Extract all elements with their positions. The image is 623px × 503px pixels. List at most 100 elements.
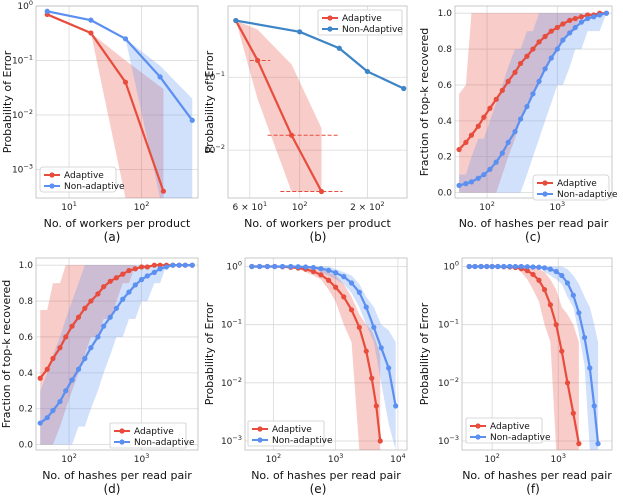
data-point-non-adaptive — [144, 273, 150, 279]
data-point-non-adaptive — [189, 117, 195, 123]
data-point-adaptive — [548, 28, 554, 34]
data-point-adaptive — [559, 348, 565, 354]
data-point-adaptive — [341, 294, 347, 300]
data-point-non-adaptive — [463, 181, 469, 187]
x-tick-label: 103 — [550, 452, 566, 465]
x-tick-label: 104 — [390, 452, 406, 465]
band-adaptive — [459, 13, 607, 193]
data-point-adaptive — [325, 277, 332, 283]
data-point-non-adaptive — [113, 305, 120, 311]
data-point-adaptive — [132, 266, 138, 272]
data-point-adaptive — [456, 146, 462, 153]
data-point-adaptive — [157, 262, 163, 268]
x-tick-label: 102 — [61, 452, 77, 465]
data-point-adaptive — [542, 33, 548, 40]
data-point-non-adaptive — [44, 8, 50, 14]
data-point-non-adaptive — [348, 280, 355, 286]
plot-frame — [244, 257, 408, 451]
y-tick-label: 0.4 — [19, 369, 34, 379]
y-tick-label: 0.0 — [19, 441, 34, 451]
data-point-adaptive — [144, 264, 150, 270]
data-point-non-adaptive — [468, 179, 475, 185]
legend-swatch-marker — [49, 172, 55, 178]
data-point-non-adaptive — [126, 289, 132, 295]
data-point-adaptive — [160, 188, 167, 194]
data-point-adaptive — [530, 46, 536, 52]
data-point-non-adaptive — [456, 182, 462, 189]
data-point-adaptive — [333, 284, 339, 290]
x-axis-label: No. of hashes per read pair — [42, 469, 192, 482]
legend-label: Adaptive — [64, 171, 104, 181]
data-point-non-adaptive — [572, 24, 578, 31]
legend-label: Non-adaptive — [272, 436, 333, 446]
data-point-non-adaptive — [481, 172, 487, 178]
y-tick-label: 10−2 — [438, 376, 459, 389]
data-point-adaptive — [75, 314, 82, 320]
y-tick-label: 0.4 — [438, 117, 453, 127]
data-point-non-adaptive — [189, 262, 195, 268]
data-point-adaptive — [499, 87, 505, 93]
y-axis-label: Probability of Error — [203, 302, 216, 405]
y-tick-label: 100 — [443, 259, 459, 272]
data-point-non-adaptive — [297, 29, 303, 35]
legend-swatch-marker — [119, 428, 125, 434]
data-point-non-adaptive — [393, 403, 399, 409]
data-point-adaptive — [369, 375, 375, 381]
data-point-non-adaptive — [57, 398, 63, 405]
x-tick-label: 101 — [61, 200, 77, 213]
data-point-non-adaptive — [333, 270, 339, 276]
plot-frame — [35, 5, 199, 199]
panel-caption: (b) — [310, 230, 327, 244]
data-point-non-adaptive — [176, 262, 182, 268]
band-adaptive — [251, 266, 381, 450]
legend-label: Adaptive — [557, 179, 597, 189]
y-axis-label: Probability of Error — [203, 50, 216, 153]
y-tick-label: 0.8 — [438, 45, 453, 55]
x-tick-label: 102 — [266, 452, 282, 465]
data-point-non-adaptive — [524, 264, 530, 270]
data-point-non-adaptive — [578, 19, 584, 25]
gridlines — [228, 6, 407, 198]
data-point-non-adaptive — [303, 264, 309, 270]
data-point-adaptive — [348, 307, 355, 313]
y-tick-label: 100 — [226, 259, 242, 272]
legend-swatch-marker — [257, 426, 263, 432]
data-point-non-adaptive — [524, 103, 530, 110]
legend-label: Non-adaptive — [557, 190, 618, 200]
y-tick-label: 0.6 — [438, 81, 453, 91]
plot-frame — [461, 257, 613, 451]
plot-area — [466, 263, 601, 450]
data-point-adaptive — [69, 323, 75, 329]
data-point-non-adaptive — [501, 263, 507, 270]
data-point-adaptive — [44, 366, 50, 372]
data-point-non-adaptive — [530, 264, 536, 270]
data-point-adaptive — [564, 380, 571, 386]
panel-a: 101 102 100 10−1 10−2 10−3 No. of workers per … — [1, 0, 199, 244]
data-point-adaptive — [553, 322, 559, 328]
data-point-non-adaptive — [530, 91, 536, 97]
data-point-non-adaptive — [603, 10, 610, 16]
y-axis-label: Probability of Error — [1, 50, 14, 153]
legend-label: Non-adaptive — [64, 182, 125, 192]
data-point-adaptive — [468, 132, 475, 138]
data-point-non-adaptive — [63, 388, 69, 394]
data-point-non-adaptive — [489, 263, 495, 270]
data-point-non-adaptive — [157, 74, 163, 80]
data-point-adaptive — [255, 57, 261, 64]
data-point-non-adaptive — [170, 262, 176, 268]
plot-area — [456, 10, 610, 193]
data-point-adaptive — [318, 188, 325, 195]
y-tick-label: 10−1 — [438, 318, 459, 331]
data-point-non-adaptive — [595, 441, 601, 447]
panel-f: 102 103 100 10−1 10−2 10−3 No. of hashes per r… — [418, 257, 613, 496]
data-point-non-adaptive — [132, 282, 138, 288]
data-point-non-adaptive — [507, 263, 513, 270]
y-tick-label: 0.8 — [19, 297, 34, 307]
data-point-non-adaptive — [548, 55, 554, 61]
data-point-non-adaptive — [587, 365, 593, 371]
data-point-adaptive — [37, 375, 43, 381]
series-line-adaptive — [234, 20, 323, 193]
panel-e: 102 103 104 100 10−1 10−2 10−3 No. of hashes pe… — [203, 257, 408, 496]
legend-swatch-marker — [257, 437, 263, 443]
